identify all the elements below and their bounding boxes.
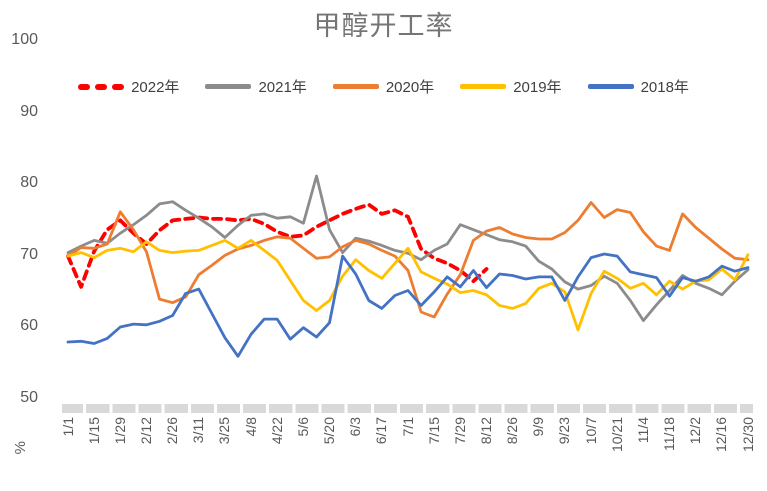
- x-axis-tick-label: 6/17: [373, 417, 390, 445]
- legend-line-icon: [205, 84, 252, 89]
- x-axis-tick-label: 5/20: [321, 417, 338, 445]
- x-axis-tick-label: 7/15: [425, 417, 442, 445]
- legend: 2022年 2021年 2020年 2019年 2018年: [0, 76, 767, 97]
- legend-item-2020年[interactable]: 2020年: [332, 76, 435, 97]
- legend-item-2022年[interactable]: 2022年: [78, 76, 179, 97]
- x-axis-tick-label: 9/9: [530, 417, 547, 437]
- y-axis-tick-label: 70: [20, 245, 38, 263]
- legend-line-icon: [78, 83, 125, 90]
- x-axis-tick-label: 12/2: [687, 417, 704, 445]
- x-axis-tick-label: 12/30: [739, 417, 756, 453]
- x-axis-tick-label: 9/23: [556, 417, 573, 445]
- x-axis-tick-label: 8/12: [477, 417, 494, 445]
- x-axis-tick-label: 10/21: [608, 417, 625, 453]
- legend-item-2021年[interactable]: 2021年: [205, 76, 307, 97]
- x-axis-tick-label: 2/26: [164, 417, 181, 445]
- x-axis-tick-label: 1/29: [111, 417, 128, 445]
- x-axis-tick-label: 4/22: [268, 417, 285, 445]
- x-axis-tick-label: 6/3: [347, 417, 364, 437]
- x-axis-tick-label: 1/15: [85, 417, 102, 445]
- y-axis-tick-label: 100: [11, 31, 38, 48]
- x-axis-tick-label: 7/29: [451, 417, 468, 445]
- x-axis-tick-label: 3/25: [216, 417, 233, 445]
- x-axis-tick-label: 8/26: [504, 417, 521, 445]
- x-axis-tick-label: 7/1: [399, 417, 416, 437]
- legend-item-2019年[interactable]: 2019年: [460, 76, 562, 97]
- legend-label: 2021年: [258, 79, 307, 96]
- legend-label: 2019年: [513, 79, 562, 96]
- chart-title: 甲醇开工率: [313, 11, 454, 41]
- x-axis-tick-label: 11/18: [661, 417, 678, 451]
- legend-label: 2020年: [385, 79, 435, 96]
- legend-label: 2022年: [131, 79, 180, 96]
- legend-item-2018年[interactable]: 2018年: [587, 76, 689, 97]
- y-axis-unit-label: %: [12, 441, 29, 455]
- legend-label: 2018年: [640, 79, 689, 96]
- series-line-2018年[interactable]: [66, 252, 750, 358]
- y-axis-tick-label: 80: [20, 174, 38, 192]
- x-axis-tick-label: 5/6: [294, 417, 311, 437]
- x-axis-tick-label: 12/16: [713, 417, 730, 453]
- legend-line-icon: [587, 84, 634, 89]
- y-axis-tick-label: 60: [20, 317, 38, 335]
- y-axis-tick-label: 50: [20, 388, 38, 406]
- series-line-2019年[interactable]: [66, 238, 750, 332]
- legend-line-icon: [332, 84, 379, 89]
- y-axis-tick-label: 90: [20, 102, 38, 120]
- x-axis-band: [62, 404, 753, 413]
- x-axis-tick-label: 4/8: [242, 417, 259, 437]
- x-axis-tick-label: 1/1: [59, 417, 76, 437]
- legend-line-icon: [460, 84, 507, 89]
- x-axis-tick-label: 10/7: [582, 417, 599, 445]
- series-line-2021年[interactable]: [66, 174, 750, 323]
- x-axis-tick-label: 11/4: [634, 417, 651, 444]
- x-axis-tick-label: 2/12: [137, 417, 154, 445]
- x-axis-tick-label: 3/11: [190, 417, 207, 444]
